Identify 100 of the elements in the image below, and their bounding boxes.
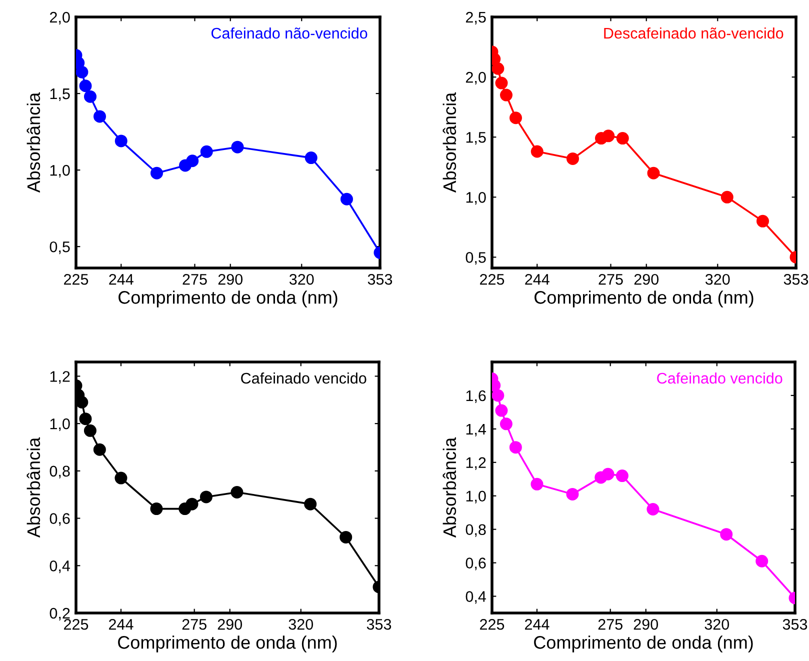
y-tick-label: 1,6 bbox=[466, 390, 486, 403]
x-tick-label: 353 bbox=[368, 274, 392, 285]
x-tick-label: 353 bbox=[782, 618, 808, 630]
y-tick-label: 0,2 bbox=[50, 608, 70, 620]
x-tick-label: 225 bbox=[480, 618, 504, 630]
point bbox=[616, 132, 629, 145]
x-tick-label: 320 bbox=[704, 618, 730, 630]
y-tick-label: 1,0 bbox=[466, 490, 486, 504]
point bbox=[79, 412, 92, 426]
point bbox=[340, 192, 353, 206]
point bbox=[230, 486, 244, 498]
y-tick-label: 0,4 bbox=[50, 560, 70, 574]
x-tick-label: 353 bbox=[784, 274, 808, 285]
point bbox=[84, 90, 96, 103]
x-tick-label: 275 bbox=[182, 274, 207, 285]
point bbox=[720, 190, 734, 204]
point bbox=[150, 166, 163, 180]
y-tick-label: 1,5 bbox=[50, 88, 70, 102]
point bbox=[200, 145, 213, 158]
point bbox=[510, 112, 522, 124]
point bbox=[93, 443, 106, 456]
point bbox=[76, 66, 88, 78]
y-tick-label: 0,4 bbox=[466, 591, 486, 604]
point bbox=[340, 530, 352, 544]
point bbox=[492, 389, 504, 402]
x-axis-title: Comprimento de onda (nm) bbox=[534, 290, 754, 308]
point bbox=[500, 88, 512, 102]
point bbox=[114, 472, 128, 484]
y-axis-title: Absorbância bbox=[442, 437, 456, 538]
x-tick-label: 225 bbox=[480, 274, 504, 285]
y-tick-label: 2,0 bbox=[50, 12, 70, 24]
point bbox=[647, 166, 660, 180]
x-tick-label: 225 bbox=[64, 618, 88, 630]
y-tick-label: 0,5 bbox=[466, 252, 486, 265]
point bbox=[114, 134, 128, 148]
legend-label: Cafeinado vencido bbox=[241, 372, 366, 384]
point bbox=[492, 62, 504, 75]
x-tick-label: 244 bbox=[109, 618, 134, 630]
y-tick-label: 1,5 bbox=[466, 132, 486, 145]
y-axis-title: Absorbância bbox=[442, 92, 456, 193]
point bbox=[495, 404, 508, 417]
y-tick-label: 0,8 bbox=[466, 524, 486, 537]
point bbox=[720, 528, 733, 541]
y-tick-label: 0,6 bbox=[466, 558, 486, 570]
point bbox=[500, 418, 512, 430]
y-tick-label: 1,2 bbox=[50, 371, 70, 384]
y-tick-label: 1,2 bbox=[466, 457, 486, 470]
point bbox=[200, 490, 212, 504]
y-axis-title: Absorbância bbox=[26, 92, 40, 193]
point bbox=[304, 498, 317, 510]
point bbox=[646, 503, 660, 516]
point bbox=[304, 152, 318, 164]
x-tick-label: 290 bbox=[634, 618, 658, 630]
point bbox=[495, 76, 508, 90]
y-axis-title: Absorbância bbox=[26, 437, 40, 538]
point bbox=[84, 424, 96, 437]
x-tick-label: 244 bbox=[525, 274, 550, 285]
x-tick-label: 320 bbox=[705, 274, 730, 285]
y-tick-label: 1,0 bbox=[50, 164, 70, 178]
point bbox=[76, 396, 88, 409]
x-tick-label: 290 bbox=[218, 618, 242, 630]
point bbox=[616, 470, 628, 482]
y-tick-label: 2,5 bbox=[466, 12, 486, 24]
x-tick-label: 244 bbox=[109, 274, 134, 285]
x-axis-title: Comprimento de onda (nm) bbox=[534, 636, 753, 652]
x-axis-title: Comprimento de onda (nm) bbox=[118, 290, 338, 308]
y-tick-label: 0,6 bbox=[50, 513, 70, 526]
point bbox=[530, 478, 544, 490]
x-tick-label: 275 bbox=[598, 618, 622, 630]
point bbox=[186, 154, 199, 168]
y-tick-label: 0,8 bbox=[50, 466, 70, 478]
x-tick-label: 244 bbox=[525, 618, 550, 630]
x-tick-label: 320 bbox=[289, 274, 314, 285]
x-tick-label: 225 bbox=[64, 274, 88, 285]
y-tick-label: 2,0 bbox=[466, 72, 486, 85]
y-tick-label: 1,4 bbox=[466, 424, 486, 436]
y-tick-label: 1,0 bbox=[466, 192, 486, 205]
point bbox=[566, 488, 579, 500]
point bbox=[231, 140, 244, 154]
x-tick-label: 320 bbox=[288, 618, 314, 630]
point bbox=[150, 502, 163, 516]
point bbox=[94, 110, 106, 123]
x-tick-label: 275 bbox=[182, 618, 206, 630]
text: Cafeinado não-vencido bbox=[211, 27, 368, 39]
x-tick-label: 275 bbox=[598, 274, 623, 285]
point bbox=[756, 214, 769, 228]
point bbox=[509, 441, 522, 454]
y-tick-label: 0,5 bbox=[50, 241, 70, 254]
point bbox=[530, 145, 544, 158]
text: Cafeinado vencido bbox=[657, 372, 782, 384]
point bbox=[79, 80, 92, 92]
point bbox=[602, 468, 614, 480]
point bbox=[566, 152, 579, 165]
point bbox=[186, 498, 198, 510]
x-tick-label: 353 bbox=[366, 618, 392, 630]
point bbox=[602, 130, 615, 142]
text: Descafeinado não-vencido bbox=[604, 27, 784, 39]
x-tick-label: 290 bbox=[218, 274, 243, 285]
x-axis-title: Comprimento de onda (nm) bbox=[118, 636, 337, 652]
point bbox=[756, 554, 768, 568]
